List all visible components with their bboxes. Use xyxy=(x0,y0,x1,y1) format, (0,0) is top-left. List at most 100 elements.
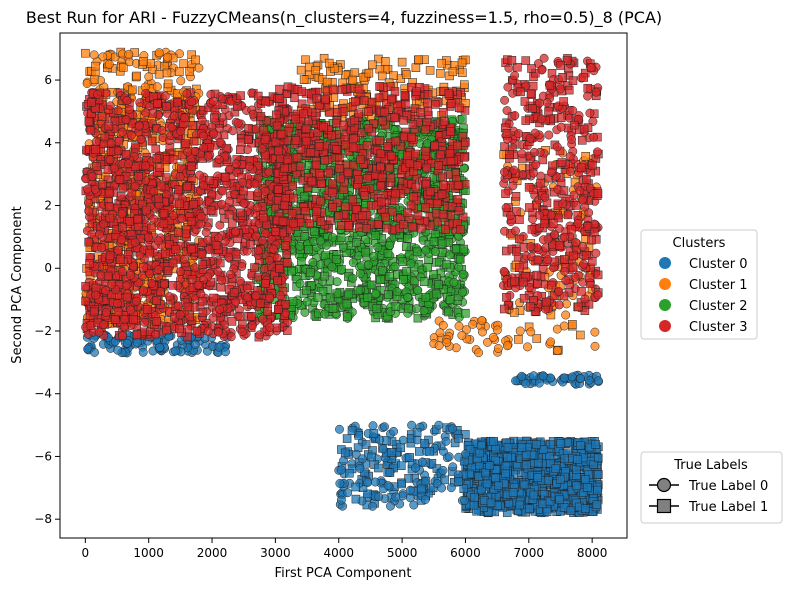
data-point-cluster-0 xyxy=(494,481,503,491)
data-point-cluster-3 xyxy=(126,305,136,315)
data-point-cluster-0 xyxy=(592,500,602,509)
data-point-cluster-0 xyxy=(560,454,569,464)
data-point-cluster-0 xyxy=(405,485,415,495)
data-point-cluster-0 xyxy=(421,476,431,486)
data-point-cluster-2 xyxy=(320,271,329,281)
data-point-cluster-2 xyxy=(385,272,394,281)
data-point-cluster-3 xyxy=(129,315,138,324)
data-point-cluster-3 xyxy=(237,262,247,271)
data-point-cluster-1 xyxy=(460,80,469,89)
data-point-cluster-1 xyxy=(552,346,562,356)
data-point-cluster-1 xyxy=(397,57,407,67)
data-point-cluster-3 xyxy=(263,307,272,316)
data-point-cluster-2 xyxy=(310,227,319,236)
data-point-cluster-0 xyxy=(454,477,463,486)
data-point-cluster-0 xyxy=(385,468,395,477)
data-point-cluster-2 xyxy=(399,275,408,284)
data-point-cluster-3 xyxy=(94,327,104,337)
data-point-cluster-0 xyxy=(335,479,345,488)
data-point-cluster-2 xyxy=(328,304,338,313)
data-point-cluster-2 xyxy=(327,262,337,272)
data-point-cluster-3 xyxy=(147,136,157,146)
data-point-cluster-3 xyxy=(122,292,132,302)
data-point-cluster-2 xyxy=(398,257,408,267)
data-point-cluster-0 xyxy=(465,445,475,454)
data-point-cluster-1 xyxy=(448,67,458,77)
data-point-cluster-0 xyxy=(573,455,582,464)
data-point-cluster-0 xyxy=(370,477,380,487)
data-point-cluster-2 xyxy=(316,236,325,246)
data-point-cluster-0 xyxy=(221,347,230,357)
data-point-cluster-0 xyxy=(368,501,378,511)
data-point-cluster-2 xyxy=(308,257,318,267)
data-point-cluster-0 xyxy=(581,504,590,513)
data-point-cluster-0 xyxy=(470,493,479,502)
data-point-cluster-3 xyxy=(122,96,132,105)
data-point-cluster-0 xyxy=(501,469,510,478)
data-point-cluster-3 xyxy=(101,308,111,317)
data-point-cluster-1 xyxy=(104,59,114,69)
data-point-cluster-3 xyxy=(113,106,123,116)
data-point-cluster-0 xyxy=(441,436,451,446)
data-point-cluster-0 xyxy=(556,439,566,448)
data-point-cluster-2 xyxy=(342,312,352,322)
data-point-cluster-3 xyxy=(196,211,206,221)
data-point-cluster-2 xyxy=(392,287,402,297)
data-point-cluster-0 xyxy=(454,452,464,462)
data-point-cluster-2 xyxy=(295,279,305,289)
data-point-cluster-1 xyxy=(139,57,148,66)
data-point-cluster-2 xyxy=(339,242,348,252)
data-point-cluster-3 xyxy=(213,266,223,276)
data-point-cluster-1 xyxy=(163,79,173,89)
data-point-cluster-0 xyxy=(460,496,470,506)
data-point-cluster-0 xyxy=(485,461,494,470)
data-point-cluster-0 xyxy=(336,465,346,475)
data-point-cluster-2 xyxy=(403,234,412,243)
data-point-cluster-1 xyxy=(163,52,173,62)
data-point-cluster-1 xyxy=(175,67,184,77)
data-point-cluster-2 xyxy=(304,245,313,254)
data-point-cluster-0 xyxy=(374,463,383,473)
data-point-cluster-3 xyxy=(187,217,197,226)
data-point-cluster-0 xyxy=(397,479,406,489)
data-point-cluster-2 xyxy=(337,265,346,274)
data-point-cluster-2 xyxy=(353,286,363,295)
data-point-cluster-0 xyxy=(113,345,123,355)
data-point-cluster-0 xyxy=(155,342,165,352)
data-point-cluster-1 xyxy=(185,67,194,76)
data-point-cluster-1 xyxy=(581,152,590,161)
data-point-cluster-2 xyxy=(391,302,401,311)
data-point-cluster-0 xyxy=(355,463,365,473)
data-point-cluster-1 xyxy=(436,69,445,78)
data-point-cluster-0 xyxy=(434,420,444,430)
data-point-cluster-2 xyxy=(342,299,352,309)
data-point-cluster-1 xyxy=(454,321,464,331)
data-point-cluster-3 xyxy=(136,135,146,144)
data-point-cluster-3 xyxy=(147,223,156,233)
data-point-cluster-2 xyxy=(402,266,411,276)
data-point-cluster-0 xyxy=(572,465,581,474)
data-point-cluster-1 xyxy=(124,49,134,59)
data-point-cluster-0 xyxy=(489,437,499,446)
data-point-cluster-3 xyxy=(87,229,97,239)
data-point-cluster-2 xyxy=(299,192,309,202)
data-point-cluster-2 xyxy=(384,290,393,299)
data-point-cluster-0 xyxy=(407,420,417,430)
data-point-cluster-3 xyxy=(135,98,145,108)
data-point-cluster-2 xyxy=(306,268,315,277)
data-point-cluster-1 xyxy=(458,68,467,77)
data-point-cluster-0 xyxy=(538,371,548,381)
data-point-cluster-0 xyxy=(567,372,577,382)
data-point-cluster-0 xyxy=(411,463,420,473)
data-point-cluster-3 xyxy=(118,183,128,193)
data-point-cluster-3 xyxy=(283,326,292,335)
data-point-cluster-2 xyxy=(366,280,376,290)
data-point-cluster-0 xyxy=(342,434,352,443)
data-point-cluster-1 xyxy=(477,316,487,325)
data-point-cluster-2 xyxy=(445,295,455,305)
data-point-cluster-1 xyxy=(324,58,334,68)
data-point-cluster-1 xyxy=(179,59,188,68)
data-point-cluster-0 xyxy=(378,444,388,454)
data-point-cluster-3 xyxy=(106,147,116,156)
data-point-cluster-3 xyxy=(253,188,263,198)
